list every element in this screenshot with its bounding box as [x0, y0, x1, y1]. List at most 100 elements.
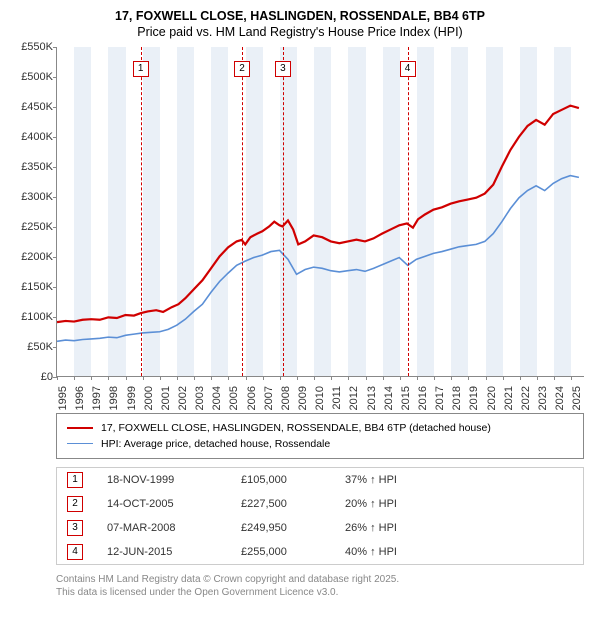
series-svg — [57, 47, 584, 376]
series-hpi — [57, 175, 579, 341]
y-tick-mark — [53, 77, 57, 78]
x-tick-mark — [348, 376, 349, 380]
event-price: £255,000 — [241, 546, 321, 558]
x-tick-label: 2016 — [417, 386, 429, 416]
title-line-2: Price paid vs. HM Land Registry's House … — [10, 24, 590, 40]
x-tick-mark — [400, 376, 401, 380]
x-tick-mark — [160, 376, 161, 380]
x-tick-mark — [417, 376, 418, 380]
x-tick-mark — [126, 376, 127, 380]
x-tick-mark — [228, 376, 229, 380]
legend-row: 17, FOXWELL CLOSE, HASLINGDEN, ROSSENDAL… — [67, 420, 573, 436]
x-tick-mark — [143, 376, 144, 380]
x-tick-mark — [451, 376, 452, 380]
x-tick-mark — [554, 376, 555, 380]
x-tick-mark — [246, 376, 247, 380]
event-table-marker: 4 — [67, 544, 83, 560]
y-tick-mark — [53, 287, 57, 288]
x-tick-label: 2024 — [554, 386, 566, 416]
x-tick-mark — [57, 376, 58, 380]
event-table-marker: 1 — [67, 472, 83, 488]
event-marker: 3 — [275, 61, 291, 77]
attribution: Contains HM Land Registry data © Crown c… — [56, 573, 584, 600]
event-line — [408, 47, 409, 376]
y-tick-label: £300K — [11, 191, 53, 203]
x-tick-label: 2000 — [143, 386, 155, 416]
x-tick-mark — [571, 376, 572, 380]
x-tick-label: 2022 — [520, 386, 532, 416]
event-line — [242, 47, 243, 376]
legend-swatch — [67, 427, 93, 429]
x-tick-label: 1996 — [74, 386, 86, 416]
x-tick-label: 2018 — [451, 386, 463, 416]
event-table-row: 4 12-JUN-2015 £255,000 40% ↑ HPI — [57, 540, 583, 564]
chart-title: 17, FOXWELL CLOSE, HASLINGDEN, ROSSENDAL… — [10, 8, 590, 41]
y-tick-mark — [53, 167, 57, 168]
x-tick-label: 2013 — [366, 386, 378, 416]
y-tick-mark — [53, 317, 57, 318]
x-tick-label: 2011 — [331, 386, 343, 416]
y-tick-label: £0 — [11, 371, 53, 383]
y-tick-label: £350K — [11, 161, 53, 173]
x-tick-mark — [537, 376, 538, 380]
x-tick-label: 1999 — [126, 386, 138, 416]
y-tick-label: £250K — [11, 221, 53, 233]
x-tick-label: 2017 — [434, 386, 446, 416]
events-table: 118-NOV-1999£105,00037% ↑ HPI214-OCT-200… — [56, 467, 584, 565]
event-marker: 2 — [234, 61, 250, 77]
x-tick-label: 2015 — [400, 386, 412, 416]
x-tick-label: 1998 — [108, 386, 120, 416]
x-tick-label: 2009 — [297, 386, 309, 416]
x-tick-label: 2010 — [314, 386, 326, 416]
y-tick-mark — [53, 257, 57, 258]
event-date: 18-NOV-1999 — [107, 474, 217, 486]
x-tick-mark — [297, 376, 298, 380]
x-tick-mark — [486, 376, 487, 380]
event-table-row: 214-OCT-2005£227,50020% ↑ HPI — [57, 492, 583, 516]
x-tick-label: 2019 — [468, 386, 480, 416]
event-pct: 37% ↑ HPI — [345, 474, 445, 486]
x-tick-label: 2008 — [280, 386, 292, 416]
event-table-marker: 2 — [67, 496, 83, 512]
event-price: £249,950 — [241, 522, 321, 534]
event-table-row: 3 07-MAR-2008 £249,950 26% ↑ HPI — [57, 516, 583, 540]
x-tick-label: 2001 — [160, 386, 172, 416]
event-price: £227,500 — [241, 498, 321, 510]
event-pct: 40% ↑ HPI — [345, 546, 445, 558]
x-tick-mark — [503, 376, 504, 380]
event-date: 07-MAR-2008 — [107, 522, 217, 534]
x-tick-label: 2002 — [177, 386, 189, 416]
y-tick-mark — [53, 227, 57, 228]
event-marker: 1 — [133, 61, 149, 77]
chart-plot-wrap: £0£50K£100K£150K£200K£250K£300K£350K£400… — [56, 47, 584, 377]
x-tick-mark — [263, 376, 264, 380]
x-tick-label: 2025 — [571, 386, 583, 416]
event-marker: 4 — [400, 61, 416, 77]
x-tick-mark — [468, 376, 469, 380]
event-date: 12-JUN-2015 — [107, 546, 217, 558]
event-pct: 26% ↑ HPI — [345, 522, 445, 534]
event-table-row: 1 18-NOV-1999 £105,000 37% ↑ HPI — [57, 468, 583, 492]
x-tick-label: 2012 — [348, 386, 360, 416]
x-tick-label: 2023 — [537, 386, 549, 416]
x-tick-label: 2014 — [383, 386, 395, 416]
y-tick-label: £150K — [11, 281, 53, 293]
x-tick-mark — [280, 376, 281, 380]
x-tick-mark — [520, 376, 521, 380]
legend-row: HPI: Average price, detached house, Ross… — [67, 436, 573, 452]
event-table-marker: 3 — [67, 520, 83, 536]
event-price: £105,000 — [241, 474, 321, 486]
x-tick-mark — [211, 376, 212, 380]
legend-label: 17, FOXWELL CLOSE, HASLINGDEN, ROSSENDAL… — [101, 422, 491, 434]
y-tick-mark — [53, 47, 57, 48]
x-tick-mark — [177, 376, 178, 380]
x-tick-label: 2007 — [263, 386, 275, 416]
y-tick-mark — [53, 137, 57, 138]
x-tick-label: 2005 — [228, 386, 240, 416]
y-tick-label: £450K — [11, 101, 53, 113]
legend-swatch — [67, 443, 93, 444]
title-line-1: 17, FOXWELL CLOSE, HASLINGDEN, ROSSENDAL… — [10, 8, 590, 24]
x-tick-mark — [74, 376, 75, 380]
y-tick-label: £50K — [11, 341, 53, 353]
plot-area: £0£50K£100K£150K£200K£250K£300K£350K£400… — [56, 47, 584, 377]
